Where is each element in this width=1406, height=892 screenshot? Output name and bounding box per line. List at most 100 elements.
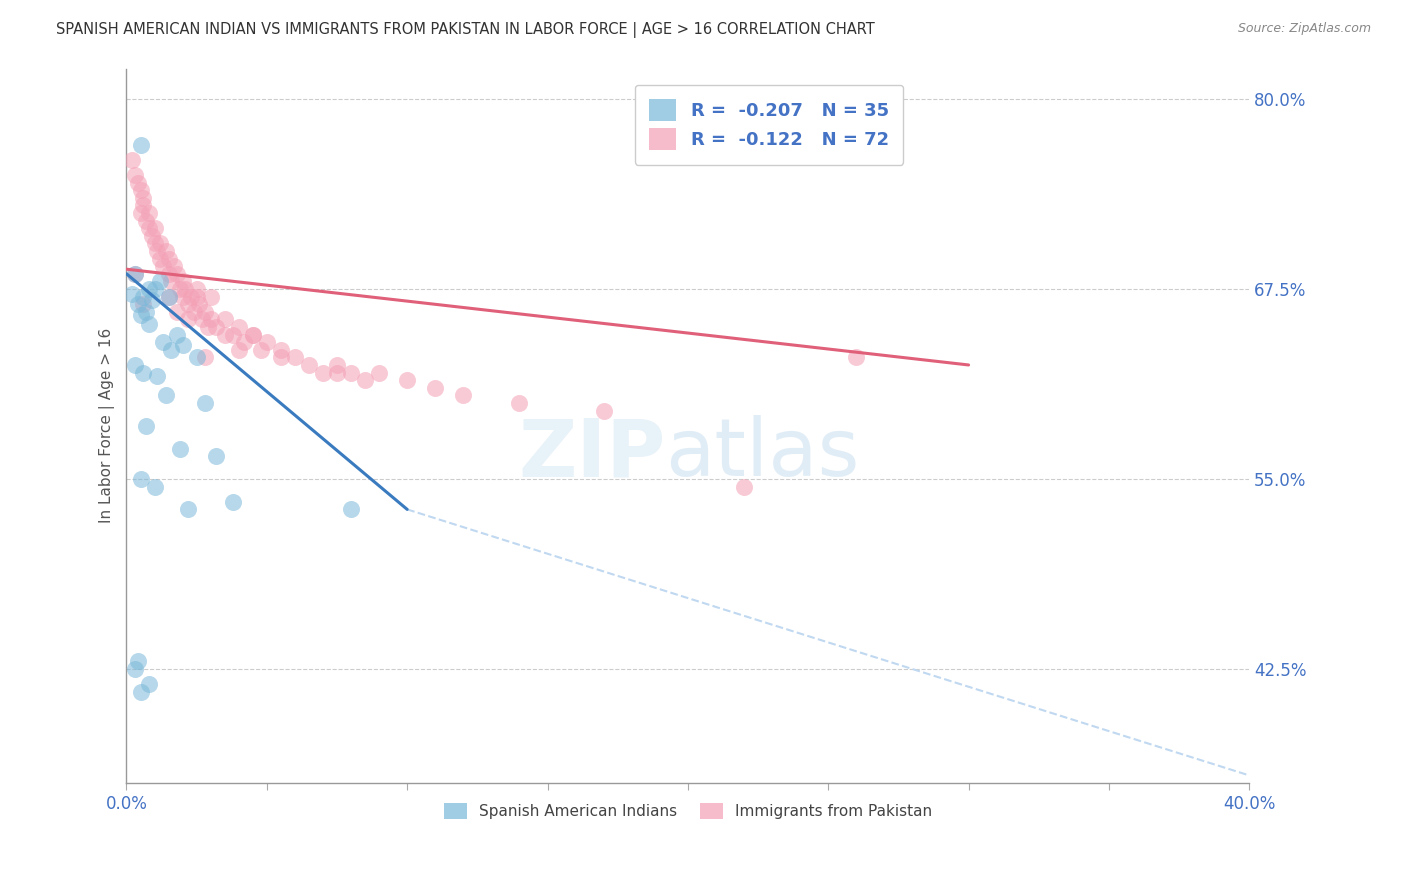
Point (129, 472, 152, 486)
Point (152, 259, 174, 273)
Point (138, 677, 160, 691)
Point (138, 317, 160, 331)
Point (172, 338, 194, 352)
Point (135, 418, 157, 433)
Point (186, 351, 208, 365)
Point (166, 267, 188, 281)
Point (186, 282, 208, 296)
Point (157, 267, 180, 281)
Point (138, 221, 160, 235)
Point (174, 282, 197, 296)
Point (205, 449, 228, 463)
Point (141, 228, 163, 243)
Legend: Spanish American Indians, Immigrants from Pakistan: Spanish American Indians, Immigrants fro… (437, 797, 938, 825)
Point (149, 252, 172, 266)
Point (200, 289, 222, 303)
Point (250, 343, 273, 357)
Point (205, 320, 228, 334)
Point (132, 198, 155, 212)
Point (160, 274, 183, 288)
Point (340, 366, 363, 380)
Point (124, 168, 146, 182)
Point (177, 312, 200, 326)
Point (200, 312, 222, 326)
Point (453, 388, 475, 402)
Point (132, 191, 155, 205)
Point (183, 305, 205, 319)
Text: SPANISH AMERICAN INDIAN VS IMMIGRANTS FROM PAKISTAN IN LABOR FORCE | AGE > 16 CO: SPANISH AMERICAN INDIAN VS IMMIGRANTS FR… (56, 22, 875, 38)
Point (143, 221, 166, 235)
Point (180, 289, 202, 303)
Point (396, 373, 419, 387)
Point (233, 335, 256, 350)
Point (127, 297, 149, 311)
Point (340, 502, 363, 516)
Point (155, 388, 177, 402)
Point (197, 320, 219, 334)
Point (256, 335, 278, 350)
Point (135, 305, 157, 319)
Point (124, 267, 146, 281)
Point (127, 176, 149, 190)
Point (214, 327, 236, 342)
Point (132, 366, 155, 380)
Point (129, 137, 152, 152)
Point (138, 282, 160, 296)
Point (141, 293, 163, 307)
Point (845, 351, 868, 365)
Text: ZIP: ZIP (519, 416, 665, 493)
Point (149, 274, 172, 288)
Point (228, 320, 250, 334)
Point (270, 351, 292, 365)
Point (354, 373, 377, 387)
Point (169, 282, 191, 296)
Point (188, 297, 211, 311)
Point (129, 206, 152, 220)
Point (298, 358, 321, 372)
Point (132, 297, 155, 311)
Point (155, 244, 177, 258)
Point (169, 442, 191, 456)
Y-axis label: In Labor Force | Age > 16: In Labor Force | Age > 16 (100, 328, 115, 524)
Point (425, 381, 447, 395)
Point (129, 685, 152, 699)
Point (129, 308, 152, 322)
Point (368, 366, 391, 380)
Point (242, 327, 264, 342)
Point (146, 368, 169, 383)
Point (160, 343, 183, 357)
Point (312, 366, 335, 380)
Point (508, 396, 530, 410)
Point (129, 183, 152, 197)
Point (228, 343, 250, 357)
Point (191, 312, 214, 326)
Point (186, 289, 208, 303)
Point (177, 297, 200, 311)
Point (124, 662, 146, 676)
Text: Source: ZipAtlas.com: Source: ZipAtlas.com (1237, 22, 1371, 36)
Point (132, 289, 155, 303)
Point (194, 305, 217, 319)
Point (733, 480, 755, 494)
Point (326, 366, 349, 380)
Point (138, 206, 160, 220)
Point (143, 282, 166, 296)
Point (592, 403, 614, 417)
Point (284, 351, 307, 365)
Point (157, 289, 180, 303)
Point (146, 244, 169, 258)
Point (124, 358, 146, 372)
Point (143, 236, 166, 251)
Point (194, 351, 217, 365)
Point (124, 267, 146, 281)
Point (172, 274, 194, 288)
Point (214, 312, 236, 326)
Point (157, 252, 180, 266)
Point (194, 396, 217, 410)
Point (242, 327, 264, 342)
Point (121, 153, 143, 167)
Point (163, 259, 186, 273)
Point (177, 502, 200, 516)
Point (222, 495, 245, 509)
Point (172, 289, 194, 303)
